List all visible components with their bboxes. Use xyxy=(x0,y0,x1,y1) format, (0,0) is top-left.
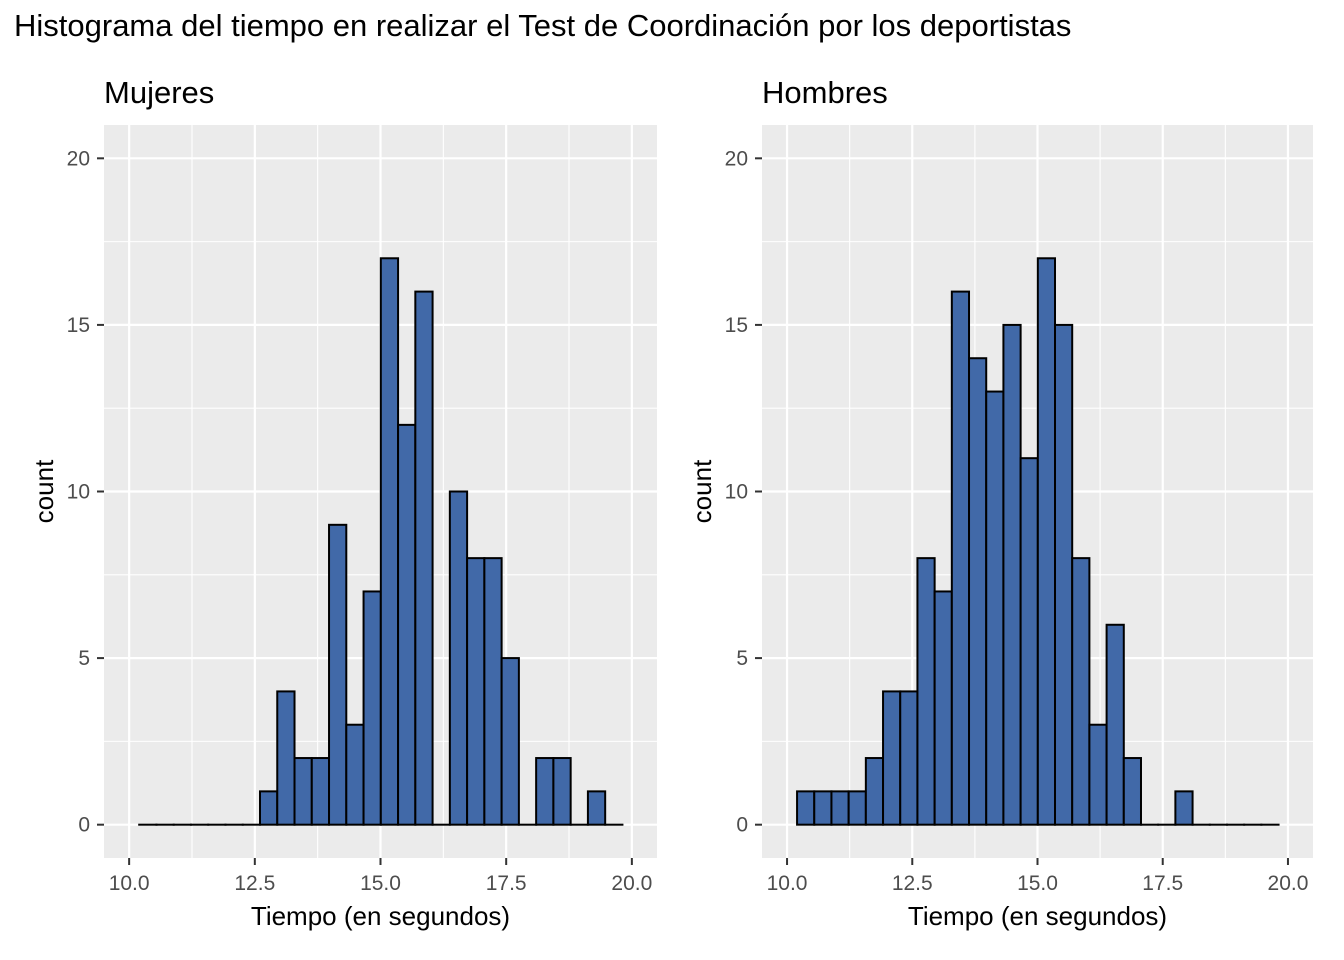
histogram-bar xyxy=(1019,457,1039,826)
histogram-bar xyxy=(933,590,953,826)
panel-mujeres: Mujeres 10.0 12.5 15.0 17.5 20.0 0 5 10 15 20 Tiemp… xyxy=(29,75,657,931)
x-tick-label: 20.0 xyxy=(611,872,652,895)
y-axis-title: count xyxy=(687,459,717,523)
histogram-bar xyxy=(535,757,555,826)
histogram-bar xyxy=(293,757,313,826)
x-tick-label: 12.5 xyxy=(234,872,275,895)
histogram-bar xyxy=(1071,557,1091,826)
histogram-bar xyxy=(950,290,971,826)
x-tick-label: 15.0 xyxy=(1017,872,1058,895)
histogram-bar xyxy=(586,790,607,826)
histogram-bar xyxy=(414,290,434,826)
histogram-bar xyxy=(379,257,400,826)
histogram-bar xyxy=(1174,790,1194,826)
histogram-bar xyxy=(796,790,816,826)
y-tick-label: 15 xyxy=(725,314,748,337)
histogram-bar xyxy=(310,757,331,826)
y-tick-label: 10 xyxy=(67,481,90,504)
histogram-bar xyxy=(1002,323,1022,826)
histogram-bar xyxy=(500,657,520,826)
histogram-bar xyxy=(259,790,279,826)
histogram-bar xyxy=(1105,623,1125,826)
y-tick-label: 20 xyxy=(67,147,90,170)
y-tick-label: 5 xyxy=(78,647,90,670)
x-tick-label: 12.5 xyxy=(892,872,933,895)
histogram-bar xyxy=(276,690,296,826)
histogram-bar xyxy=(345,723,365,826)
subplot-title-mujeres: Mujeres xyxy=(104,75,214,110)
subplot-title-hombres: Hombres xyxy=(762,75,888,110)
x-axis-title: Tiempo (en segundos) xyxy=(251,901,510,931)
x-tick-label: 10.0 xyxy=(109,872,150,895)
histogram-bar xyxy=(483,557,503,826)
y-axis-title: count xyxy=(29,459,59,523)
histogram-bar xyxy=(1088,723,1108,826)
histogram-bar xyxy=(397,423,417,826)
panel-hombres: Hombres 10.0 12.5 15.0 17.5 20.0 0 5 10 15 20 Tiemp… xyxy=(687,75,1313,931)
histogram-bar xyxy=(1054,323,1074,826)
histogram-bar xyxy=(328,523,348,826)
histogram-bar xyxy=(813,790,833,826)
histogram-bar xyxy=(552,757,572,826)
histogram-bar xyxy=(968,357,988,826)
histogram-bar xyxy=(899,690,919,826)
histogram-bar xyxy=(830,790,850,826)
histogram-bar xyxy=(466,557,486,826)
y-tick-label: 0 xyxy=(78,814,90,837)
x-tick-label: 17.5 xyxy=(486,872,527,895)
histogram-bar xyxy=(448,490,469,826)
y-tick-label: 0 xyxy=(736,814,748,837)
y-tick-label: 10 xyxy=(725,481,748,504)
y-tick-label: 5 xyxy=(736,647,748,670)
x-tick-label: 15.0 xyxy=(360,872,401,895)
histogram-bar xyxy=(1122,757,1142,826)
y-tick-label: 20 xyxy=(725,147,748,170)
x-tick-label: 20.0 xyxy=(1268,872,1309,895)
histogram-bar xyxy=(1036,257,1057,826)
y-tick-label: 15 xyxy=(67,314,90,337)
histogram-bar xyxy=(864,757,885,826)
histogram-bar xyxy=(882,690,902,826)
x-tick-label: 17.5 xyxy=(1142,872,1183,895)
histogram-bar xyxy=(362,590,382,826)
main-title: Histograma del tiempo en realizar el Tes… xyxy=(14,8,1072,43)
histogram-bar xyxy=(916,557,936,826)
histogram-bar xyxy=(847,790,867,826)
x-tick-label: 10.0 xyxy=(767,872,808,895)
x-axis-title: Tiempo (en segundos) xyxy=(908,901,1167,931)
histogram-bar xyxy=(985,390,1005,826)
